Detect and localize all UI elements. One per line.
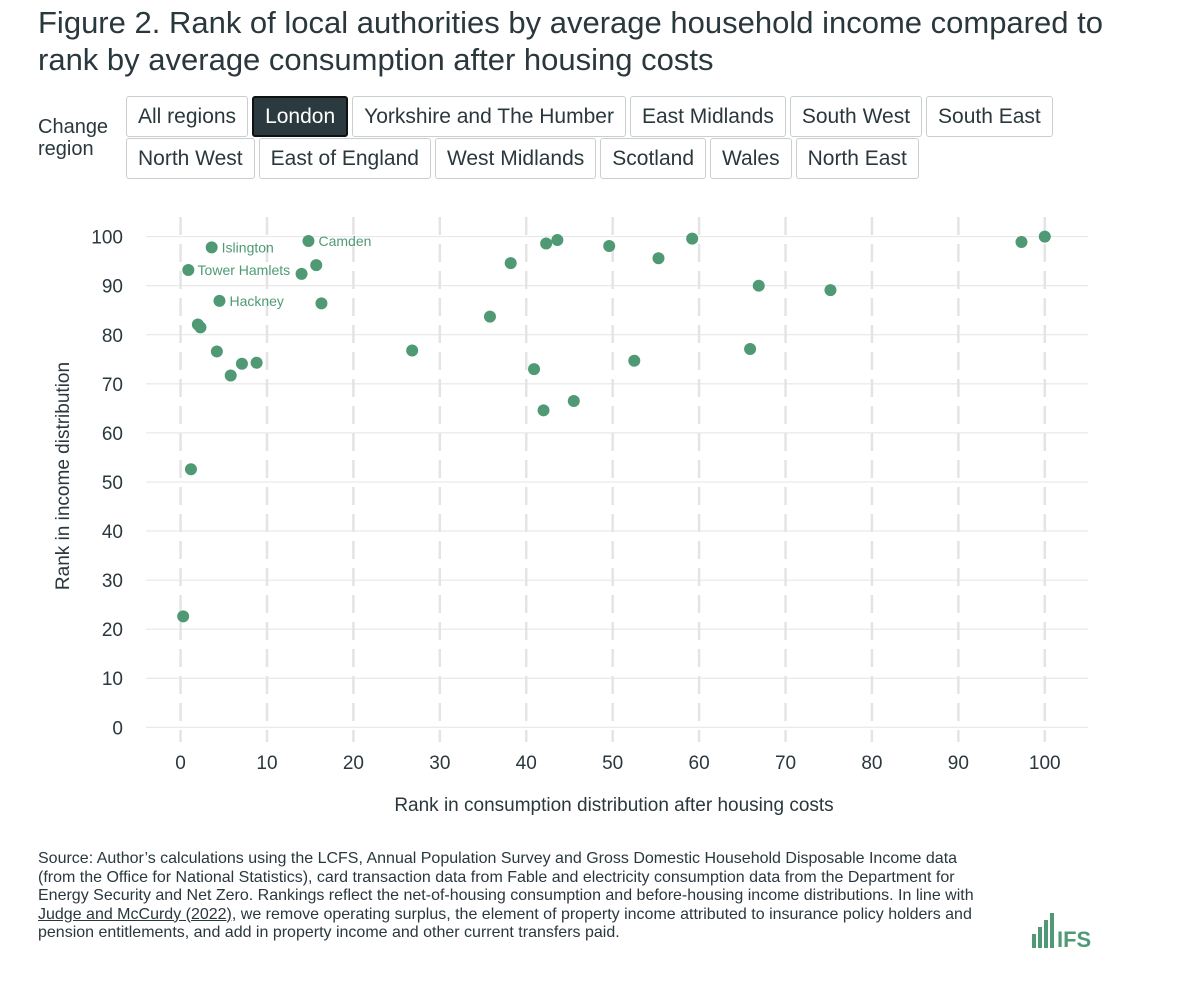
y-tick-label-10: 10: [102, 669, 123, 690]
region-button-yorkshire[interactable]: Yorkshire and The Humber: [352, 96, 626, 137]
data-point: [295, 267, 308, 280]
y-tick-label-90: 90: [102, 277, 123, 298]
region-buttons-row-2: North West East of England West Midlands…: [126, 138, 919, 179]
y-tick-label-0: 0: [112, 718, 123, 739]
point-label-islington: Islington: [222, 239, 274, 255]
x-tick-label-90: 90: [948, 753, 969, 774]
region-button-east-of-england[interactable]: East of England: [258, 138, 431, 179]
data-point: [235, 357, 248, 370]
figure-title: Figure 2. Rank of local authorities by a…: [38, 5, 1103, 77]
y-axis-label: Rank in income distribution: [53, 362, 74, 590]
source-note: Source: Author’s calculations using the …: [38, 850, 974, 941]
data-point: [205, 241, 218, 254]
data-points: [177, 230, 1051, 623]
data-point: [250, 356, 263, 369]
region-buttons-row-1: All regions London Yorkshire and The Hum…: [126, 96, 1053, 137]
region-button-london[interactable]: London: [252, 96, 349, 137]
data-point: [744, 342, 757, 355]
data-point: [184, 463, 197, 476]
data-point: [210, 345, 223, 358]
data-point: [603, 239, 616, 252]
data-point: [652, 252, 665, 265]
data-point: [824, 284, 837, 297]
region-button-scotland[interactable]: Scotland: [600, 138, 707, 179]
x-tick-label-10: 10: [256, 753, 277, 774]
data-point: [540, 237, 553, 250]
y-tick-label-70: 70: [102, 375, 123, 396]
data-point: [1038, 230, 1051, 243]
data-point: [315, 297, 328, 310]
data-point: [310, 259, 323, 272]
data-point: [504, 257, 517, 270]
change-region-label: Change region: [38, 116, 109, 160]
data-point: [177, 610, 190, 623]
y-tick-label-20: 20: [102, 620, 123, 641]
y-tick-label-40: 40: [102, 522, 123, 543]
data-point: [528, 363, 541, 376]
x-axis-label: Rank in consumption distribution after h…: [394, 795, 833, 816]
y-tick-label-80: 80: [102, 326, 123, 347]
point-label-tower-hamlets: Tower Hamlets: [198, 262, 291, 278]
region-button-north-east[interactable]: North East: [795, 138, 919, 179]
region-button-west-midlands[interactable]: West Midlands: [434, 138, 597, 179]
x-tick-label-20: 20: [343, 753, 364, 774]
region-button-wales[interactable]: Wales: [710, 138, 792, 179]
data-point: [752, 279, 765, 292]
x-tick-label-80: 80: [861, 753, 882, 774]
x-tick-label-50: 50: [602, 753, 623, 774]
point-labels: Islington Hackney Tower Hamlets Camden: [198, 233, 372, 309]
region-button-south-west[interactable]: South West: [789, 96, 923, 137]
data-point: [628, 354, 641, 367]
x-tick-label-30: 30: [429, 753, 450, 774]
point-label-camden: Camden: [318, 233, 371, 249]
data-point: [537, 404, 550, 417]
region-button-north-west[interactable]: North West: [126, 138, 255, 179]
x-tick-label-0: 0: [175, 753, 186, 774]
y-tick-label-50: 50: [102, 473, 123, 494]
data-point: [213, 294, 226, 307]
data-point: [224, 369, 237, 382]
grid: [146, 217, 1088, 742]
data-point: [551, 234, 564, 247]
data-point: [567, 394, 580, 407]
x-tick-label-100: 100: [1029, 753, 1061, 774]
bar-chart-icon: IFS: [1032, 913, 1091, 952]
citation-link[interactable]: Judge and McCurdy (2022): [38, 905, 232, 923]
x-tick-label-40: 40: [516, 753, 537, 774]
x-tick-label-60: 60: [689, 753, 710, 774]
data-point: [686, 232, 699, 245]
data-point: [406, 344, 419, 357]
x-tick-label-70: 70: [775, 753, 796, 774]
y-tick-label-60: 60: [102, 424, 123, 445]
region-button-all-regions[interactable]: All regions: [126, 96, 249, 137]
logo-text: IFS: [1057, 927, 1091, 950]
data-point: [483, 310, 496, 323]
data-point: [194, 321, 207, 334]
scatter-chart: 0 10 20 30 40 50 60 70 80 90 100 0 10 20 30 40 50 60 70 80…: [53, 217, 1088, 816]
data-point: [182, 263, 195, 276]
data-point: [302, 235, 315, 248]
data-point: [1015, 236, 1028, 249]
y-tick-label-100: 100: [91, 228, 123, 249]
x-axis-ticks: 0 10 20 30 40 50 60 70 80 90 100: [175, 753, 1060, 774]
point-label-hackney: Hackney: [229, 293, 283, 309]
ifs-logo: IFS: [1030, 910, 1094, 955]
region-button-south-east[interactable]: South East: [926, 96, 1053, 137]
region-button-east-midlands[interactable]: East Midlands: [629, 96, 786, 137]
y-tick-label-30: 30: [102, 571, 123, 592]
y-axis-ticks: 0 10 20 30 40 50 60 70 80 90 100: [91, 228, 123, 740]
